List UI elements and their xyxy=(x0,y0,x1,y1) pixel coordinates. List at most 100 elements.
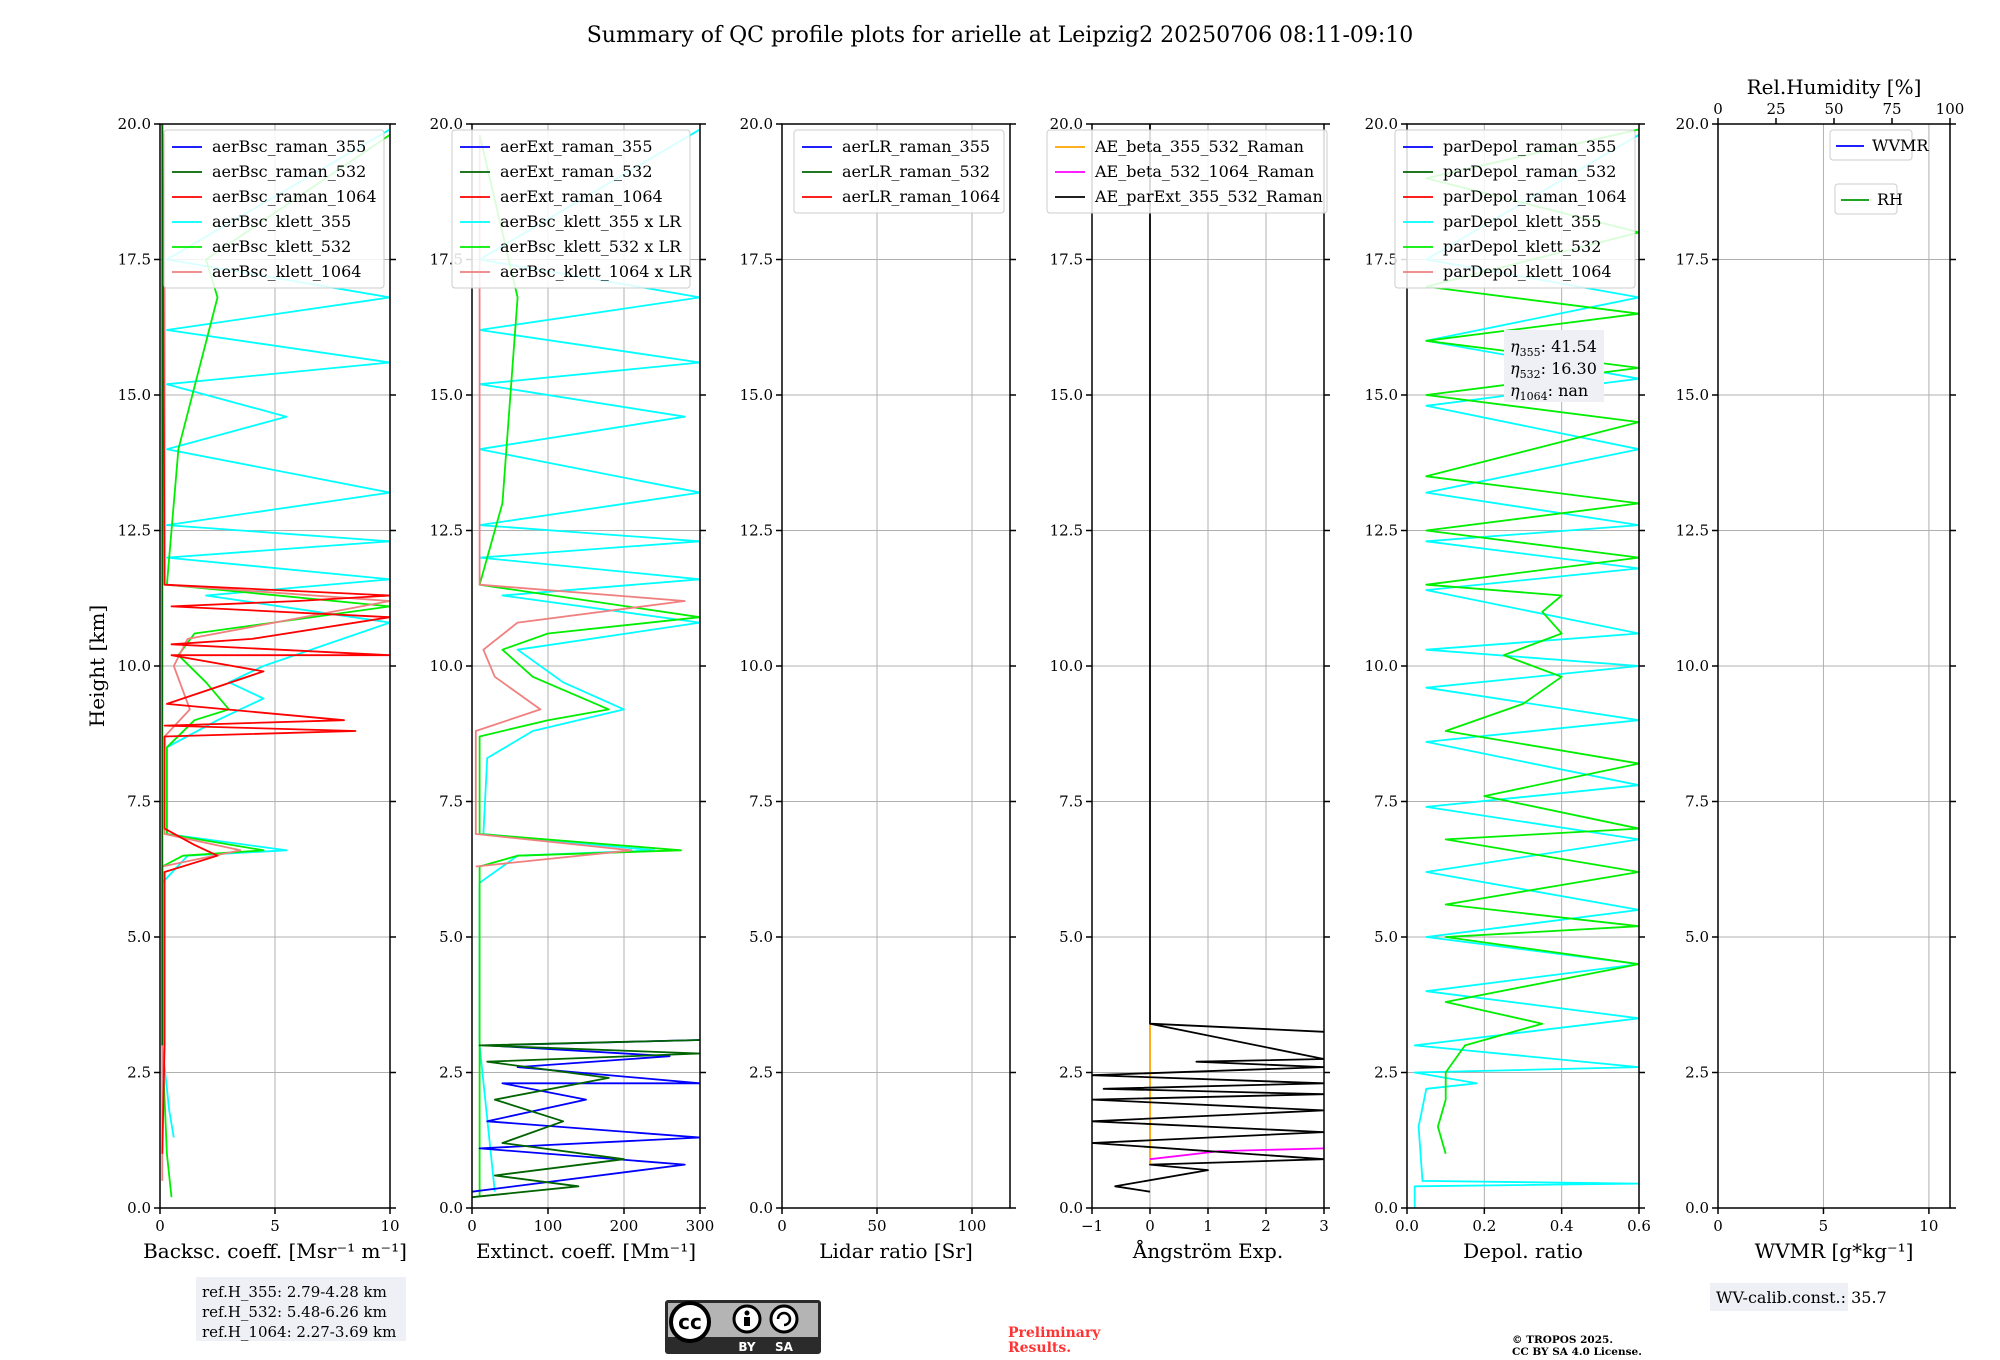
top-x-axis-label: Rel.Humidity [%] xyxy=(1747,75,1922,99)
y-tick-label: 17.5 xyxy=(740,251,773,269)
legend-label: aerLR_raman_1064 xyxy=(842,187,1000,206)
legend-label: aerBsc_klett_355 x LR xyxy=(500,212,682,231)
legend-label: aerBsc_klett_1064 x LR xyxy=(500,262,692,281)
x-tick-label: 10 xyxy=(380,1217,399,1235)
y-tick-label: 5.0 xyxy=(1685,928,1709,946)
y-tick-label: 2.5 xyxy=(127,1064,151,1082)
series-group xyxy=(472,128,700,1199)
x-tick-label: 2 xyxy=(1261,1217,1271,1235)
y-tick-label: 12.5 xyxy=(1050,522,1083,540)
y-tick-label: 7.5 xyxy=(127,793,151,811)
series-line-aerExt_raman_532 xyxy=(472,1039,700,1199)
y-tick-label: 20.0 xyxy=(1050,115,1083,133)
sa-sharealike-icon xyxy=(769,1304,799,1334)
y-tick-label: 10.0 xyxy=(118,657,151,675)
refh-line-1: ref.H_355: 2.79-4.28 km xyxy=(202,1283,387,1301)
eta-line: η355: 41.54 xyxy=(1510,337,1597,359)
series-line-aerExt_raman_355 xyxy=(472,1039,700,1193)
y-tick-label: 0.0 xyxy=(1059,1199,1083,1217)
y-tick-label: 2.5 xyxy=(439,1064,463,1082)
wv-calib-text: WV-calib.const.: 35.7 xyxy=(1716,1288,1887,1307)
y-tick-label: 0.0 xyxy=(749,1199,773,1217)
y-tick-label: 10.0 xyxy=(1050,657,1083,675)
series-group xyxy=(1092,124,1324,1193)
series-line-parDepol_klett_355 xyxy=(1413,134,1639,1208)
x-tick-label: 100 xyxy=(958,1217,987,1235)
legend-label: AE_beta_355_532_Raman xyxy=(1094,137,1304,156)
y-tick-label: 0.0 xyxy=(439,1199,463,1217)
y-tick-label: 10.0 xyxy=(1676,657,1709,675)
x-tick-label: 5 xyxy=(1819,1217,1829,1235)
series-line-parDepol_klett_532 xyxy=(1425,128,1639,1155)
y-tick-label: 10.0 xyxy=(740,657,773,675)
x-tick-label: 0.4 xyxy=(1550,1217,1574,1235)
y-tick-label: 5.0 xyxy=(1374,928,1398,946)
legend-label: aerBsc_klett_1064 xyxy=(212,262,361,281)
cc-by-label: BY xyxy=(738,1340,755,1354)
by-head-dot xyxy=(744,1310,750,1316)
legend-label: AE_parExt_355_532_Raman xyxy=(1094,187,1323,206)
y-tick-label: 2.5 xyxy=(1685,1064,1709,1082)
y-tick-label: 5.0 xyxy=(1059,928,1083,946)
axes-frame xyxy=(1091,123,1325,1209)
y-tick-label: 15.0 xyxy=(740,386,773,404)
legend-label: aerBsc_klett_532 xyxy=(212,237,351,256)
y-tick-label: 7.5 xyxy=(1059,793,1083,811)
eta-line: η1064: nan xyxy=(1510,381,1588,403)
x-tick-label: 0.6 xyxy=(1627,1217,1651,1235)
series-group xyxy=(161,124,390,1198)
x-tick-label: 0 xyxy=(1145,1217,1155,1235)
top-x-tick-label: 0 xyxy=(1713,100,1723,118)
y-tick-label: 0.0 xyxy=(1685,1199,1709,1217)
y-tick-label: 2.5 xyxy=(1059,1064,1083,1082)
panel-2: 0.02.55.07.510.012.515.017.520.00 100 200 3… xyxy=(430,115,715,1263)
x-tick-label: −1 xyxy=(1081,1217,1103,1235)
x-tick-label: 0 xyxy=(1713,1217,1723,1235)
legend-label: aerBsc_raman_1064 xyxy=(212,187,377,206)
legend-label: AE_beta_532_1064_Raman xyxy=(1094,162,1314,181)
axes-frame xyxy=(781,123,1011,1209)
legend-label: aerBsc_klett_532 x LR xyxy=(500,237,682,256)
panel-5: 0.0 2.5 5.0 7.5 10.0 12.5 15.0 17.5 20.0 0.0 0.2 0.… xyxy=(1365,115,1651,1263)
legend-label: aerLR_raman_355 xyxy=(842,137,990,156)
legend-label: aerExt_raman_532 xyxy=(500,162,653,181)
legend-box xyxy=(163,129,385,289)
wv-calib-box: WV-calib.const.: 35.7 xyxy=(1710,1283,1887,1311)
x-axis-label: WVMR [g*kg⁻¹] xyxy=(1755,1239,1914,1263)
axes-frame xyxy=(471,123,701,1209)
refh-line-3: ref.H_1064: 2.27-3.69 km xyxy=(202,1323,396,1341)
series-line-aerBsc_raman_1064 xyxy=(161,124,390,1154)
y-tick-label: 7.5 xyxy=(1374,793,1398,811)
axes-frame xyxy=(1406,123,1640,1209)
top-x-tick-label: 75 xyxy=(1882,100,1901,118)
x-tick-label: 0 xyxy=(777,1217,787,1235)
axes-frame xyxy=(159,123,391,1209)
legend-box xyxy=(1046,129,1328,214)
panel-4: 0.0 2.5 5.0 7.5 10.0 12.5 15.0 17.5 20.0 −1 0 1 2 3 Ån… xyxy=(1046,115,1330,1263)
x-axis-label: Lidar ratio [Sr] xyxy=(819,1239,973,1263)
y-tick-label: 2.5 xyxy=(749,1064,773,1082)
cc-license-badge: cc BY SA xyxy=(665,1300,821,1354)
top-x-tick-label: 50 xyxy=(1824,100,1843,118)
panel-6: 0.02.55.07.510.012.515.017.520.00 5 10WVMR… xyxy=(1676,75,1965,1263)
series-line-aerBsc_klett_1064 x LR xyxy=(474,134,686,868)
y-tick-label: 12.5 xyxy=(118,522,151,540)
copyright-line-1: © TROPOS 2025. xyxy=(1512,1334,1613,1346)
y-tick-label: 12.5 xyxy=(1676,522,1709,540)
panels: 0.02.55.07.510.012.515.017.520.00 5 10Back… xyxy=(85,75,1964,1263)
eta-line: η532: 16.30 xyxy=(1510,359,1597,381)
x-tick-label: 0.2 xyxy=(1472,1217,1496,1235)
x-axis-label: Ångström Exp. xyxy=(1132,1238,1283,1263)
series-group xyxy=(1413,128,1639,1208)
y-tick-label: 12.5 xyxy=(740,522,773,540)
y-axis-label: Height [km] xyxy=(85,605,109,727)
top-x-tick-label: 25 xyxy=(1766,100,1785,118)
legend-box xyxy=(1834,183,1898,215)
copyright-line-2: CC BY SA 4.0 License. xyxy=(1512,1346,1642,1358)
y-tick-label: 20.0 xyxy=(740,115,773,133)
legend-box xyxy=(1829,129,1913,161)
cc-logo-text: cc xyxy=(678,1310,702,1334)
y-tick-label: 20.0 xyxy=(430,115,463,133)
y-tick-label: 7.5 xyxy=(439,793,463,811)
